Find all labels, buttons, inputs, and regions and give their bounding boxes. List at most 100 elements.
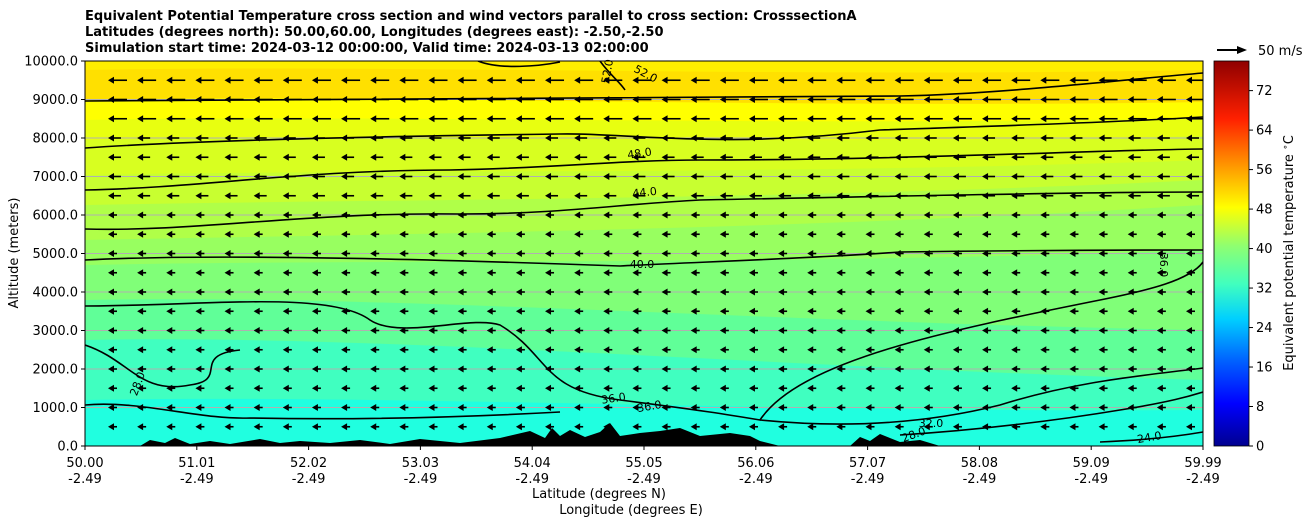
wind-arrow bbox=[574, 134, 588, 142]
wind-arrow-head bbox=[341, 153, 348, 161]
wind-arrow bbox=[690, 76, 710, 84]
wind-arrow-head bbox=[894, 327, 901, 334]
wind-arrow bbox=[1186, 404, 1195, 411]
wind-arrow-head bbox=[428, 269, 435, 277]
wind-arrow bbox=[1011, 96, 1031, 103]
wind-arrow-head bbox=[311, 288, 318, 296]
wind-arrow bbox=[632, 307, 642, 315]
wind-arrow-head bbox=[166, 153, 173, 161]
wind-arrow bbox=[1011, 269, 1021, 277]
wind-arrow bbox=[632, 96, 652, 103]
wind-arrow-head bbox=[224, 134, 231, 142]
wind-arrow bbox=[574, 173, 588, 180]
wind-arrow bbox=[341, 230, 351, 238]
wind-arrow-head bbox=[719, 76, 726, 84]
wind-arrow bbox=[894, 404, 904, 411]
wind-arrow-head bbox=[690, 384, 697, 392]
contour-label: 44.0 bbox=[632, 185, 658, 200]
wind-arrow bbox=[865, 327, 875, 334]
wind-arrow-head bbox=[1156, 307, 1163, 315]
wind-arrow bbox=[574, 307, 584, 315]
wind-arrow-head bbox=[282, 288, 289, 296]
wind-arrow bbox=[1011, 250, 1021, 257]
wind-arrow-head bbox=[982, 404, 989, 411]
wind-arrow bbox=[778, 269, 788, 277]
wind-arrow bbox=[1069, 230, 1079, 238]
wind-arrow bbox=[574, 404, 584, 411]
wind-arrow bbox=[1156, 250, 1166, 257]
wind-arrow bbox=[1127, 76, 1147, 84]
wind-arrow-head bbox=[1011, 327, 1018, 334]
wind-arrow-head bbox=[515, 346, 522, 354]
wind-arrow-head bbox=[137, 230, 144, 238]
wind-arrow bbox=[486, 346, 496, 354]
colorbar-tick-label: 56 bbox=[1256, 163, 1273, 178]
wind-arrow-head bbox=[807, 192, 814, 200]
wind-arrow bbox=[836, 250, 846, 257]
wind-arrow bbox=[108, 423, 117, 431]
wind-arrow bbox=[108, 230, 117, 238]
wind-arrow-head bbox=[341, 404, 348, 411]
contour-line bbox=[477, 61, 561, 68]
wind-arrow bbox=[370, 211, 380, 219]
wind-arrow-head bbox=[545, 250, 552, 257]
wind-arrow bbox=[341, 404, 351, 411]
wind-arrow bbox=[1186, 173, 1199, 180]
wind-arrow bbox=[719, 384, 729, 392]
x-tick-label-lon: -2.49 bbox=[627, 472, 661, 487]
wind-arrow bbox=[341, 250, 351, 257]
wind-arrow bbox=[982, 115, 1002, 123]
wind-arrow bbox=[399, 96, 419, 103]
wind-arrow bbox=[137, 423, 147, 431]
wind-arrow bbox=[923, 404, 933, 411]
wind-arrow-head bbox=[253, 365, 260, 373]
wind-arrow bbox=[1069, 307, 1079, 315]
wind-arrow-head bbox=[486, 115, 493, 123]
wind-arrow bbox=[515, 96, 535, 103]
wind-arrow bbox=[253, 288, 263, 296]
wind-arrow-head bbox=[894, 192, 901, 200]
quiver-key-arrowhead bbox=[1237, 46, 1247, 54]
wind-arrow bbox=[545, 327, 555, 334]
wind-arrow bbox=[719, 173, 733, 180]
wind-arrow-head bbox=[952, 327, 959, 334]
wind-arrow-head bbox=[399, 365, 406, 373]
wind-arrow bbox=[282, 115, 302, 123]
wind-arrow bbox=[545, 96, 565, 103]
wind-arrow bbox=[1098, 115, 1118, 123]
wind-arrow-head bbox=[137, 192, 144, 200]
wind-arrow-head bbox=[807, 250, 814, 257]
wind-arrow-head bbox=[778, 153, 785, 161]
y-tick-label: 5000.0 bbox=[33, 247, 79, 262]
wind-arrow bbox=[865, 115, 885, 123]
wind-arrow-head bbox=[1069, 423, 1076, 431]
wind-arrow bbox=[1098, 404, 1108, 411]
wind-arrow bbox=[1098, 173, 1112, 180]
wind-arrow bbox=[341, 269, 351, 277]
wind-arrow bbox=[166, 96, 186, 103]
wind-arrow-head bbox=[865, 346, 872, 354]
wind-arrow-head bbox=[108, 134, 114, 142]
wind-arrow bbox=[807, 269, 817, 277]
wind-arrow bbox=[457, 404, 467, 411]
colorbar-tick-label: 32 bbox=[1256, 282, 1273, 297]
wind-arrow bbox=[311, 96, 331, 103]
wind-arrow bbox=[486, 173, 500, 180]
wind-arrow-head bbox=[253, 384, 260, 392]
wind-arrow-head bbox=[748, 96, 755, 103]
wind-arrow bbox=[661, 307, 671, 315]
wind-arrow bbox=[137, 384, 147, 392]
wind-arrow bbox=[311, 153, 325, 161]
wind-arrow-head bbox=[1040, 269, 1047, 277]
wind-arrow bbox=[515, 76, 535, 84]
wind-arrow bbox=[982, 76, 1002, 84]
wind-arrow-head bbox=[603, 192, 610, 200]
wind-arrow-head bbox=[166, 365, 173, 373]
wind-arrow-head bbox=[253, 404, 260, 411]
wind-arrow bbox=[195, 288, 205, 296]
wind-arrow bbox=[952, 153, 966, 161]
wind-arrow bbox=[457, 230, 467, 238]
wind-arrow-head bbox=[1098, 423, 1105, 431]
wind-arrow-head bbox=[282, 327, 289, 334]
wind-arrow bbox=[865, 96, 885, 103]
